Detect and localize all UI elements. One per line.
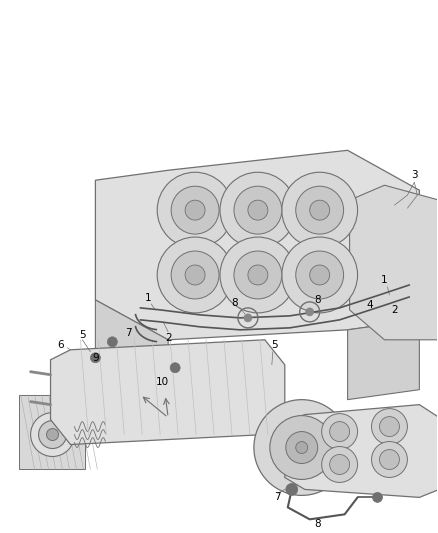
Text: 5: 5 xyxy=(272,340,278,350)
Circle shape xyxy=(371,441,407,478)
Circle shape xyxy=(157,237,233,313)
Circle shape xyxy=(244,314,252,322)
Text: 8: 8 xyxy=(232,298,238,308)
Circle shape xyxy=(310,265,330,285)
Circle shape xyxy=(321,447,357,482)
Text: 8: 8 xyxy=(314,519,321,529)
Circle shape xyxy=(282,237,357,313)
Circle shape xyxy=(310,200,330,220)
Polygon shape xyxy=(350,185,438,340)
Circle shape xyxy=(330,422,350,441)
Circle shape xyxy=(321,414,357,449)
Circle shape xyxy=(185,200,205,220)
Circle shape xyxy=(330,455,350,474)
Circle shape xyxy=(286,483,298,495)
Circle shape xyxy=(248,200,268,220)
Circle shape xyxy=(170,363,180,373)
Circle shape xyxy=(248,265,268,285)
Circle shape xyxy=(39,421,67,449)
Circle shape xyxy=(220,237,296,313)
Circle shape xyxy=(296,441,308,454)
Circle shape xyxy=(379,449,399,470)
Circle shape xyxy=(107,337,117,347)
Circle shape xyxy=(270,416,334,480)
Text: 2: 2 xyxy=(165,333,171,343)
Circle shape xyxy=(286,432,318,464)
Circle shape xyxy=(171,186,219,234)
Text: 8: 8 xyxy=(314,295,321,305)
Text: 4: 4 xyxy=(366,300,373,310)
Circle shape xyxy=(185,265,205,285)
Circle shape xyxy=(296,186,343,234)
Circle shape xyxy=(234,251,282,299)
Circle shape xyxy=(46,429,59,441)
Text: 9: 9 xyxy=(92,353,99,363)
Text: 1: 1 xyxy=(145,293,152,303)
Text: 1: 1 xyxy=(381,275,388,285)
Circle shape xyxy=(157,172,233,248)
Circle shape xyxy=(296,251,343,299)
Polygon shape xyxy=(50,340,285,445)
Circle shape xyxy=(234,186,282,234)
Polygon shape xyxy=(95,150,419,340)
Polygon shape xyxy=(285,405,438,497)
Circle shape xyxy=(372,492,382,503)
Text: 6: 6 xyxy=(57,340,64,350)
Circle shape xyxy=(90,353,100,363)
Text: 3: 3 xyxy=(411,170,418,180)
Text: 7: 7 xyxy=(125,328,131,338)
Circle shape xyxy=(282,172,357,248)
Polygon shape xyxy=(348,320,419,400)
Circle shape xyxy=(371,409,407,445)
Circle shape xyxy=(254,400,350,495)
Polygon shape xyxy=(95,300,168,419)
Text: 7: 7 xyxy=(275,492,281,503)
Circle shape xyxy=(306,308,314,316)
Circle shape xyxy=(220,172,296,248)
Circle shape xyxy=(171,251,219,299)
Circle shape xyxy=(379,417,399,437)
Text: 5: 5 xyxy=(79,330,86,340)
Circle shape xyxy=(31,413,74,456)
Text: 10: 10 xyxy=(155,377,169,387)
Text: 2: 2 xyxy=(391,305,398,315)
Polygon shape xyxy=(19,394,85,470)
